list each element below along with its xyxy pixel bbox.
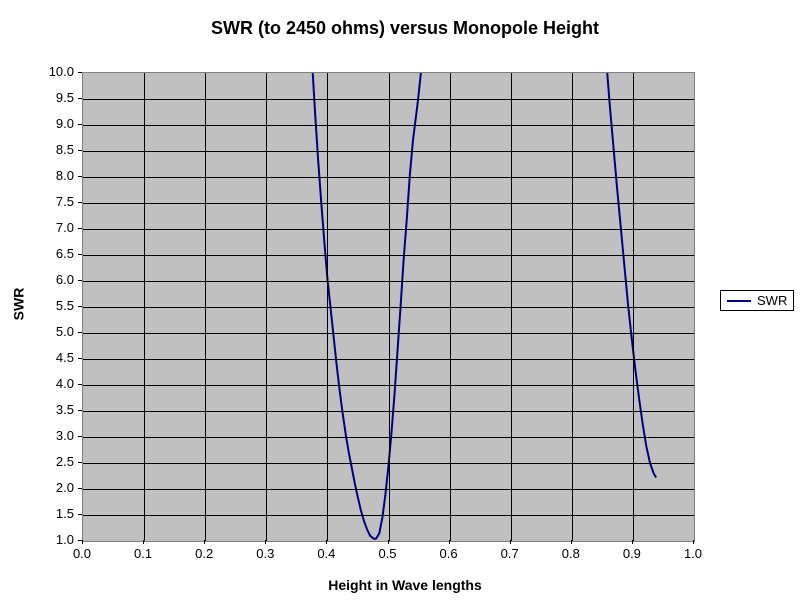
tick-label-y: 7.0	[42, 220, 74, 235]
tick-label-x: 1.0	[678, 546, 708, 561]
tick-mark-y	[78, 72, 82, 73]
tick-label-x: 0.0	[67, 546, 97, 561]
legend: SWR	[720, 290, 794, 311]
tick-mark-y	[78, 306, 82, 307]
grid-line-x	[327, 73, 328, 541]
tick-label-y: 5.0	[42, 324, 74, 339]
tick-mark-y	[78, 124, 82, 125]
grid-line-x	[511, 73, 512, 541]
tick-mark-y	[78, 410, 82, 411]
tick-label-x: 0.7	[495, 546, 525, 561]
tick-label-y: 2.0	[42, 480, 74, 495]
grid-line-x	[633, 73, 634, 541]
tick-mark-y	[78, 150, 82, 151]
grid-line-x	[450, 73, 451, 541]
tick-mark-y	[78, 514, 82, 515]
tick-label-y: 10.0	[42, 64, 74, 79]
grid-line-x	[266, 73, 267, 541]
x-axis-label: Height in Wave lengths	[0, 577, 810, 593]
chart-container: SWR (to 2450 ohms) versus Monopole Heigh…	[0, 0, 810, 607]
tick-label-x: 0.8	[556, 546, 586, 561]
tick-mark-x	[449, 540, 450, 544]
tick-mark-y	[78, 384, 82, 385]
tick-label-y: 5.5	[42, 298, 74, 313]
tick-mark-x	[204, 540, 205, 544]
tick-label-y: 6.5	[42, 246, 74, 261]
tick-mark-x	[82, 540, 83, 544]
tick-label-y: 4.5	[42, 350, 74, 365]
tick-label-y: 9.5	[42, 90, 74, 105]
tick-label-y: 8.5	[42, 142, 74, 157]
tick-mark-x	[265, 540, 266, 544]
tick-label-y: 1.5	[42, 506, 74, 521]
tick-mark-y	[78, 202, 82, 203]
tick-label-y: 1.0	[42, 532, 74, 547]
tick-label-x: 0.6	[434, 546, 464, 561]
tick-mark-y	[78, 176, 82, 177]
grid-line-x	[389, 73, 390, 541]
tick-label-x: 0.4	[311, 546, 341, 561]
y-axis-label: SWR	[8, 0, 28, 607]
tick-label-x: 0.1	[128, 546, 158, 561]
tick-mark-y	[78, 280, 82, 281]
plot-area	[82, 72, 695, 542]
tick-mark-x	[510, 540, 511, 544]
legend-swr-label: SWR	[757, 293, 787, 308]
tick-label-y: 2.5	[42, 454, 74, 469]
tick-mark-y	[78, 332, 82, 333]
tick-mark-y	[78, 358, 82, 359]
tick-label-y: 6.0	[42, 272, 74, 287]
tick-label-y: 3.5	[42, 402, 74, 417]
tick-mark-x	[571, 540, 572, 544]
tick-mark-y	[78, 436, 82, 437]
tick-mark-x	[632, 540, 633, 544]
tick-mark-y	[78, 462, 82, 463]
tick-mark-x	[326, 540, 327, 544]
tick-label-y: 3.0	[42, 428, 74, 443]
tick-mark-x	[388, 540, 389, 544]
tick-mark-y	[78, 98, 82, 99]
grid-line-x	[144, 73, 145, 541]
tick-mark-x	[143, 540, 144, 544]
grid-line-x	[205, 73, 206, 541]
tick-mark-y	[78, 228, 82, 229]
tick-label-y: 7.5	[42, 194, 74, 209]
tick-mark-x	[693, 540, 694, 544]
tick-label-y: 8.0	[42, 168, 74, 183]
chart-title: SWR (to 2450 ohms) versus Monopole Heigh…	[0, 18, 810, 39]
tick-label-x: 0.3	[250, 546, 280, 561]
grid-line-x	[572, 73, 573, 541]
tick-label-y: 4.0	[42, 376, 74, 391]
tick-label-x: 0.5	[373, 546, 403, 561]
legend-swr-line	[727, 300, 751, 302]
tick-label-x: 0.9	[617, 546, 647, 561]
tick-mark-y	[78, 254, 82, 255]
tick-label-x: 0.2	[189, 546, 219, 561]
tick-label-y: 9.0	[42, 116, 74, 131]
tick-mark-y	[78, 488, 82, 489]
